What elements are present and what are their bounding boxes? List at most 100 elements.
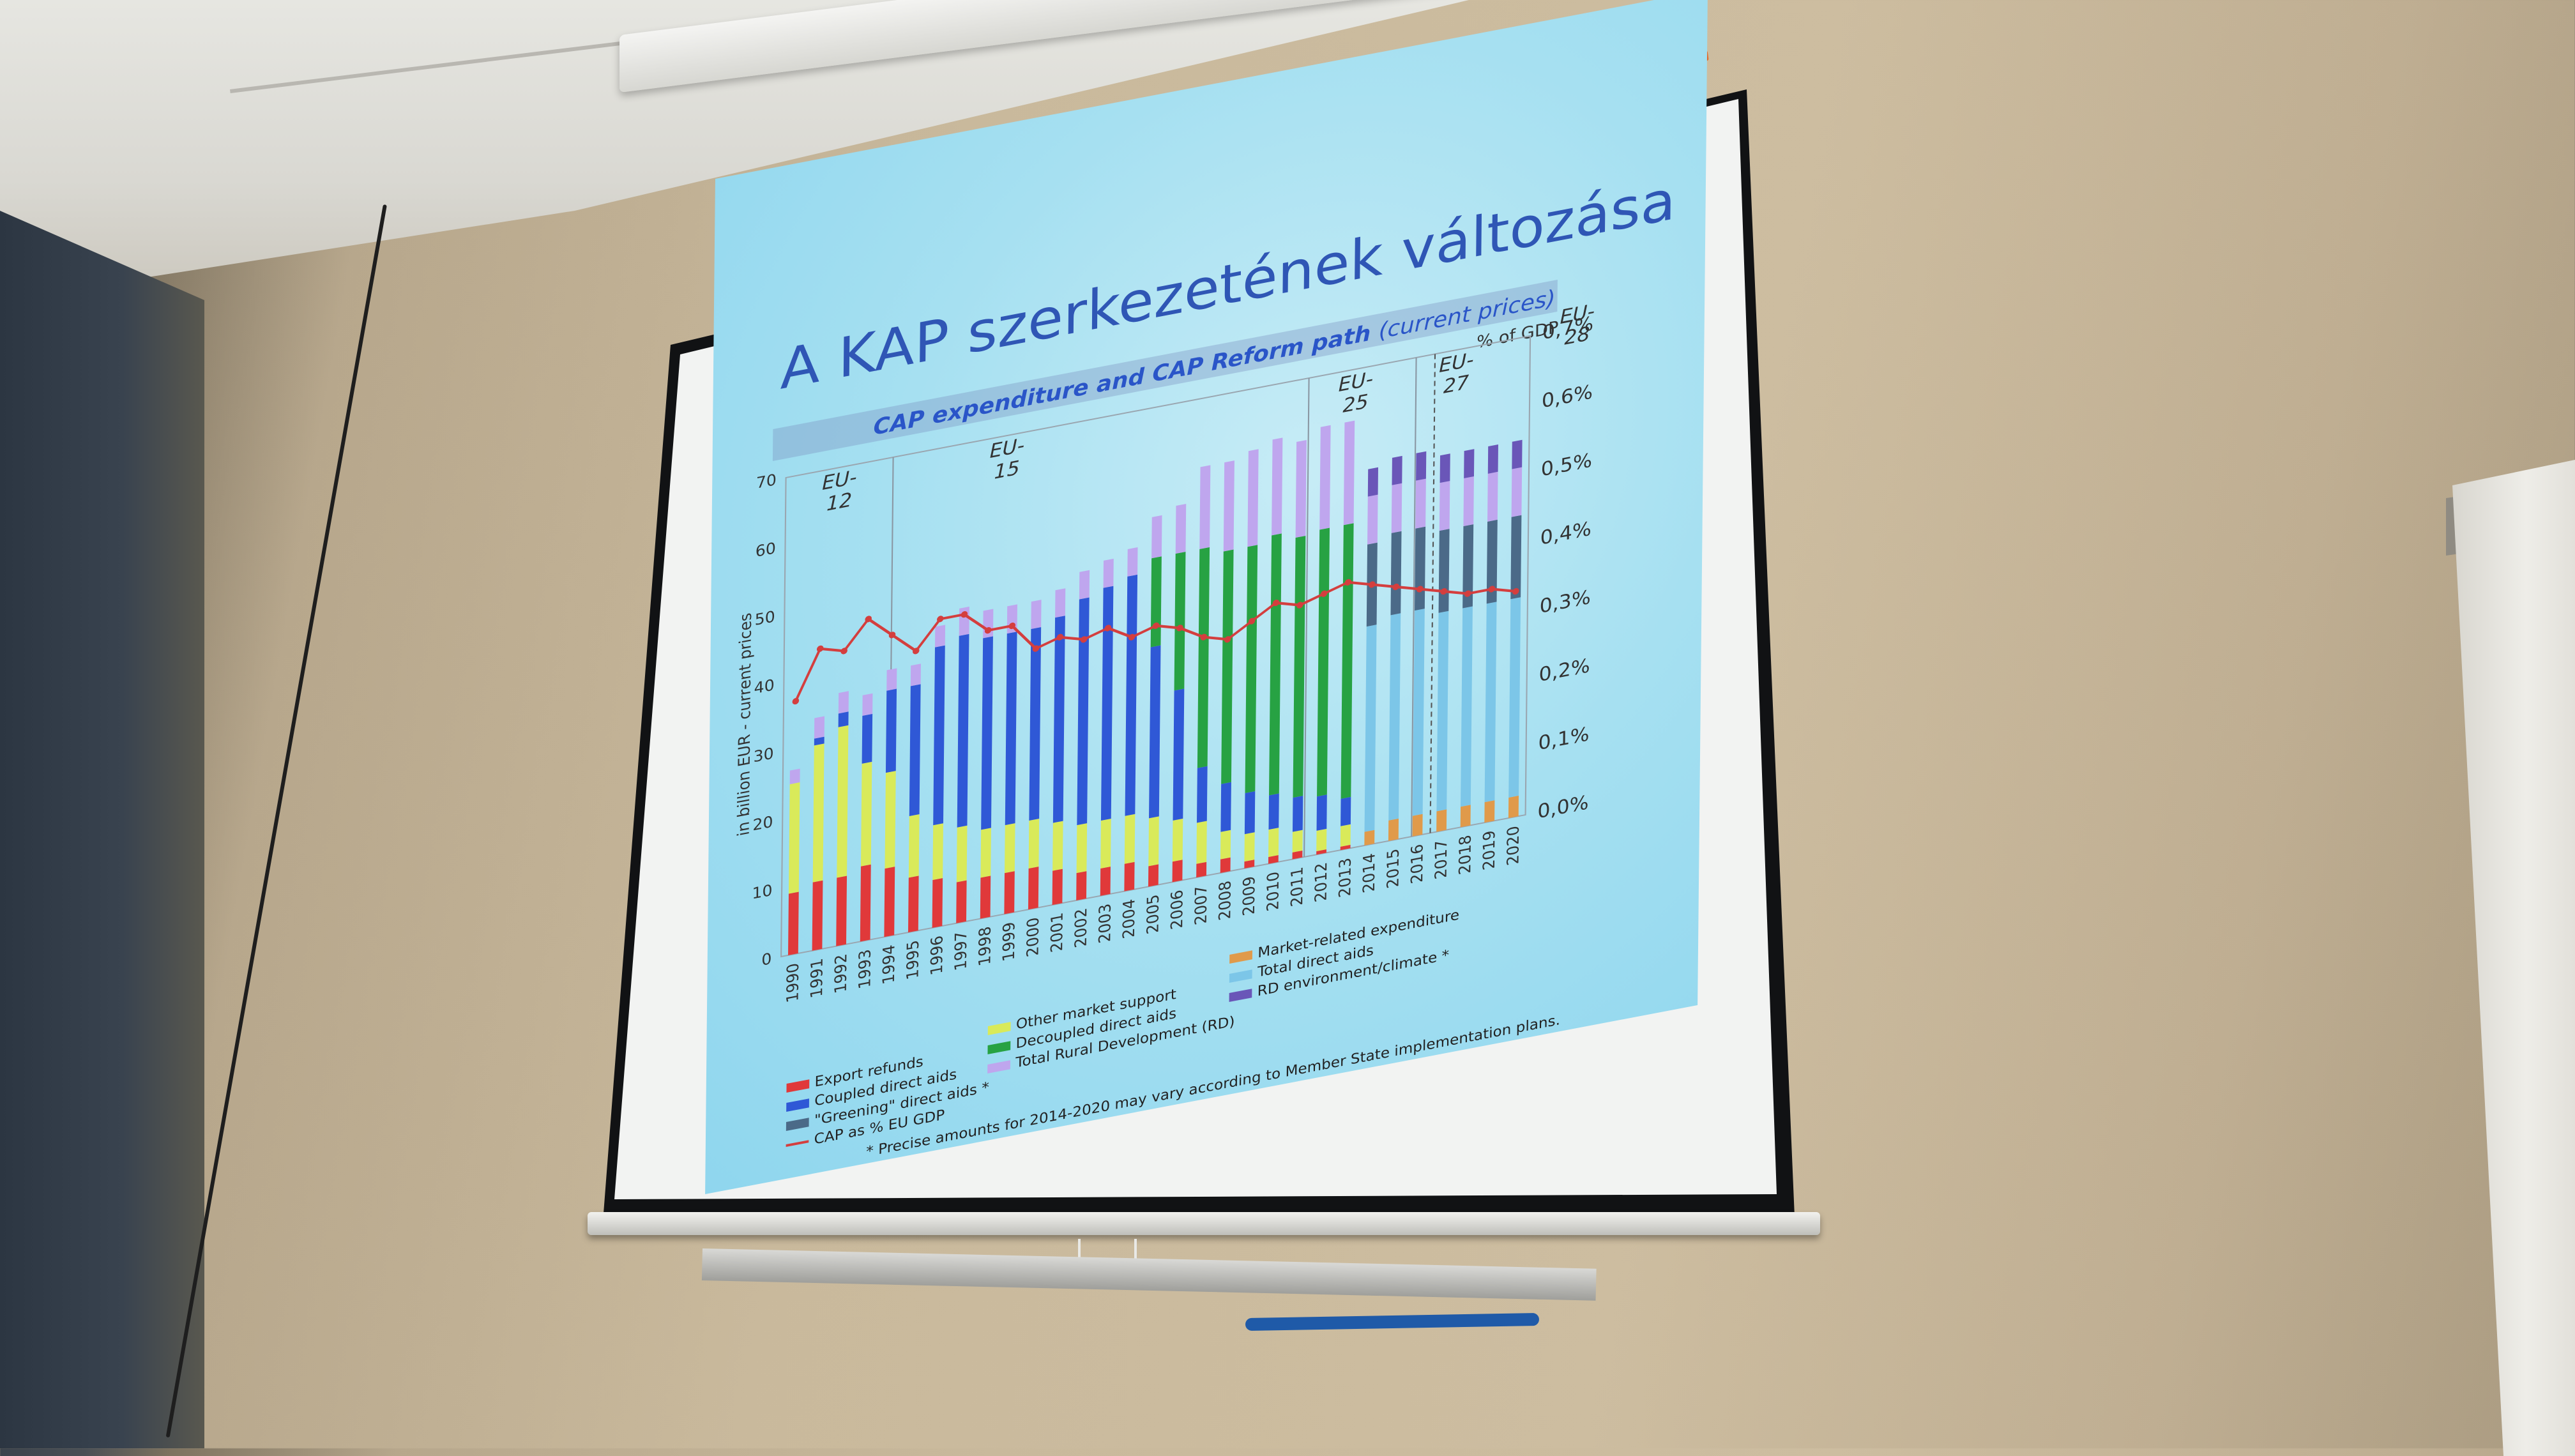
cap-gdp-point [840,648,847,655]
bar-segment [1416,451,1427,481]
bar-segment [1220,830,1231,860]
bar-segment [1390,531,1402,616]
bar-segment [1127,547,1138,577]
bar-segment [788,782,800,894]
era-label: 15 [994,457,1019,483]
cap-gdp-point [1488,586,1496,593]
bar-segment [1295,439,1307,538]
bar-segment [1172,860,1183,883]
x-tick-label: 2017 [1431,838,1450,881]
x-tick-label: 2000 [1023,916,1042,959]
cap-gdp-point [816,645,824,652]
x-tick-label: 2008 [1215,879,1234,922]
bar-segment [812,880,823,951]
bar-segment [1292,796,1303,832]
bar-segment [1174,552,1186,691]
bar-segment [1343,420,1355,526]
bar-segment [789,768,800,785]
x-tick-label: 2014 [1360,852,1379,895]
bar-segment [1316,849,1326,855]
bar-segment [1484,602,1497,803]
cap-gdp-point [961,611,968,618]
cap-gdp-point [1272,599,1280,607]
cap-gdp-point [1176,625,1183,632]
x-tick-label: 1998 [975,925,994,967]
cap-gdp-point [1104,625,1112,632]
x-tick-label: 2005 [1143,893,1162,936]
bar-segment [1100,818,1111,868]
marker-pens [1245,1312,1540,1331]
x-tick-label: 1993 [855,948,874,990]
cap-expenditure-chart: 0 10 20 30 40 50 60 70 0,0% 0,1% 0,2% 0,3% 0,4% 0,5% 0… [734,300,1595,1005]
cap-gdp-point [1152,622,1160,629]
bar-segment [983,609,994,639]
x-tick-label: 2003 [1095,902,1114,945]
bar-segment [1438,529,1450,613]
bar-segment [1005,823,1015,874]
bar-segment [1245,545,1258,794]
bar-segment [1367,494,1378,545]
cap-gdp-point [1417,586,1424,593]
bar-segment [1004,871,1015,914]
x-tick-label: 2009 [1240,875,1259,918]
bar-segment [1196,861,1207,878]
bar-segment [1269,533,1282,796]
cap-gdp-point [1320,590,1328,597]
bar-segment [860,864,871,942]
cap-gdp-point [1392,583,1400,591]
cap-gdp-point [865,616,872,623]
bar-segment [862,693,873,716]
bar-segment [1244,832,1255,862]
legend-swatch [1229,969,1252,983]
bar-segment [1196,821,1207,864]
cap-gdp-point [1296,602,1303,609]
bar-segment [1388,818,1399,841]
bar-segment [1100,586,1114,821]
cap-gdp-point [1032,645,1040,652]
bar-segment [1510,515,1522,600]
legend-swatch [987,1059,1010,1073]
cap-gdp-point [792,697,800,705]
y-axis-label: in billion EUR - current prices [734,612,755,838]
x-tick-label: 2006 [1167,888,1187,931]
cap-gdp-point [1200,633,1208,641]
y2-tick-label: 0,4% [1540,518,1591,550]
bar-segment [1487,471,1498,522]
bar-segment [1292,830,1303,853]
era-divider [1411,357,1417,837]
bar-segment [1272,437,1283,536]
era-label: 25 [1342,390,1368,417]
bar-segment [1412,609,1425,816]
x-tick-label: 2001 [1047,911,1067,954]
bar-segment [980,876,991,919]
x-tick-label: 2007 [1191,884,1210,927]
bar-segment [1029,627,1042,821]
cap-gdp-point [1008,622,1016,630]
x-tick-label: 2011 [1288,865,1307,908]
cap-gdp-point [1224,636,1231,643]
bar-segment [788,891,799,955]
x-tick-label: 1995 [903,939,922,982]
cap-gdp-point [1369,581,1376,588]
bar-segment [1175,504,1187,554]
bar-segment [1079,570,1090,600]
bar-segment [838,711,849,727]
x-tick-label: 2015 [1383,847,1402,890]
bar-segment [885,688,897,773]
bar-segment [885,771,896,869]
era-divider [1303,377,1310,858]
bar-segment [1293,535,1306,798]
era-label: 28 [1564,322,1590,349]
legend-swatch [987,1021,1011,1035]
bar-segment [1220,782,1231,832]
x-tick-label: 2002 [1071,907,1090,950]
x-tick-label: 1990 [783,962,802,1005]
legend-swatch [786,1117,809,1131]
bar-segment [812,743,824,883]
bar-segment [1077,597,1090,826]
bar-segment [1148,816,1159,867]
legend-swatch [1229,988,1252,1002]
cap-gdp-point [1080,636,1088,643]
bar-segment [1341,523,1354,799]
x-tick-label: 2020 [1503,824,1523,867]
